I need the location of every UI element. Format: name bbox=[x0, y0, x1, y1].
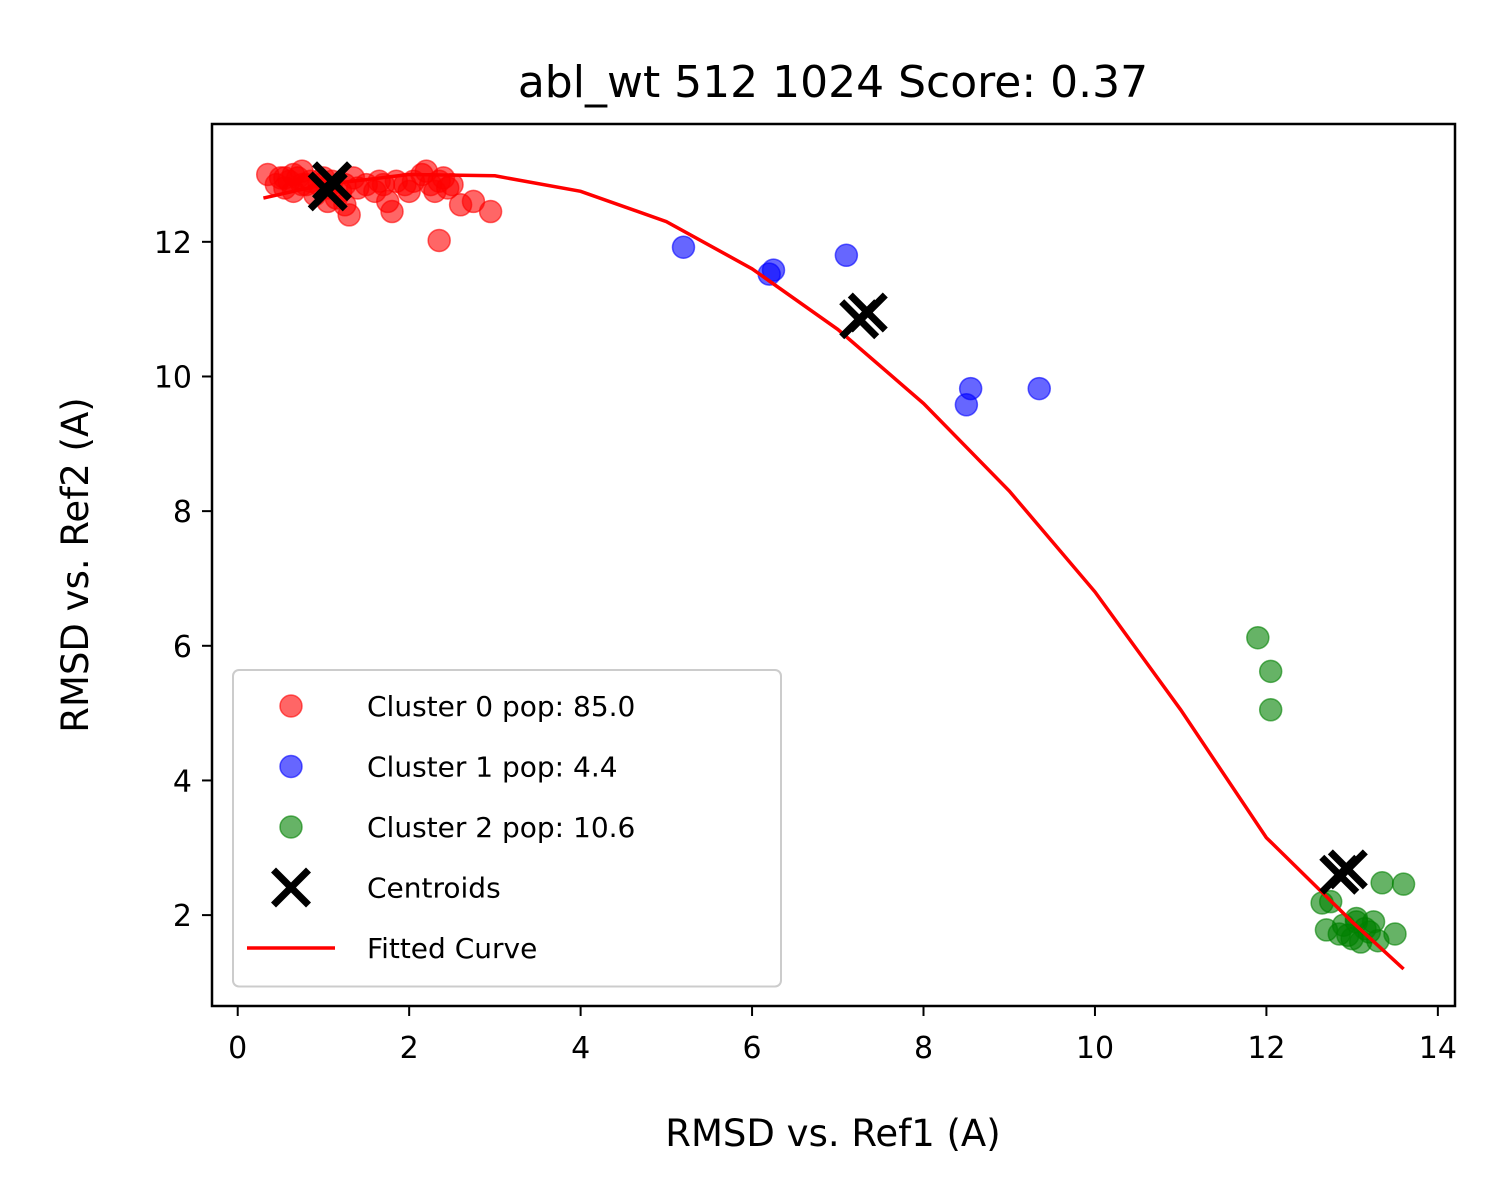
legend-label: Centroids bbox=[367, 872, 501, 905]
x-tick-label: 10 bbox=[1076, 1031, 1114, 1066]
data-point bbox=[1383, 922, 1407, 946]
y-tick-label: 8 bbox=[173, 495, 192, 530]
legend-marker bbox=[271, 867, 311, 908]
x-axis-label: RMSD vs. Ref1 (A) bbox=[665, 1112, 1000, 1155]
legend: Cluster 0 pop: 85.0 Cluster 1 pop: 4.4 Clu… bbox=[232, 669, 782, 988]
x-tick-label: 6 bbox=[743, 1031, 762, 1066]
y-tick-label: 2 bbox=[173, 899, 192, 934]
x-tick-label: 4 bbox=[571, 1031, 590, 1066]
fitted-curve-line bbox=[263, 172, 1405, 971]
legend-marker bbox=[279, 694, 303, 718]
data-point bbox=[1344, 906, 1369, 931]
data-point bbox=[1246, 625, 1270, 650]
centroid-marker bbox=[1327, 849, 1368, 890]
data-point bbox=[834, 243, 859, 268]
x-tick-label: 14 bbox=[1419, 1031, 1457, 1066]
centroid-marker bbox=[312, 161, 353, 202]
data-point bbox=[461, 189, 486, 214]
y-tick-label: 6 bbox=[173, 630, 192, 665]
data-point bbox=[958, 376, 983, 401]
data-point bbox=[478, 199, 503, 224]
y-tick-label: 4 bbox=[173, 764, 192, 799]
legend-marker bbox=[279, 815, 303, 839]
data-point bbox=[1391, 872, 1416, 896]
data-point bbox=[281, 162, 306, 187]
data-point bbox=[761, 258, 786, 282]
x-tick-label: 12 bbox=[1247, 1031, 1285, 1066]
legend-marker bbox=[279, 754, 303, 779]
data-point bbox=[1258, 659, 1283, 684]
y-tick-label: 12 bbox=[154, 226, 192, 261]
data-point bbox=[427, 228, 451, 253]
plot-frame bbox=[210, 122, 1457, 1008]
y-axis: 2 4 6 8 10 12 bbox=[154, 226, 212, 934]
data-point bbox=[1258, 698, 1283, 722]
y-axis-label: RMSD vs. Ref2 (A) bbox=[54, 397, 97, 732]
legend-label: Cluster 0 pop: 85.0 bbox=[367, 690, 635, 723]
data-point bbox=[380, 199, 404, 224]
centroid-marker bbox=[847, 292, 888, 333]
x-tick-label: 8 bbox=[914, 1031, 933, 1066]
legend-label: Fitted Curve bbox=[367, 932, 537, 965]
legend-label: Cluster 2 pop: 10.6 bbox=[367, 811, 635, 844]
data-point bbox=[1370, 871, 1394, 895]
data-point bbox=[671, 235, 696, 259]
chart-title: abl_wt 512 1024 Score: 0.37 bbox=[518, 57, 1148, 108]
x-axis: 0 2 4 6 8 10 12 14 bbox=[228, 1006, 1457, 1066]
y-tick-label: 10 bbox=[154, 360, 192, 395]
x-tick-label: 0 bbox=[228, 1031, 247, 1066]
plot-area bbox=[255, 159, 1416, 971]
x-tick-label: 2 bbox=[400, 1031, 419, 1066]
data-point bbox=[1027, 376, 1051, 401]
legend-label: Cluster 1 pop: 4.4 bbox=[367, 751, 618, 784]
centroid-marker bbox=[307, 171, 348, 212]
legend-box bbox=[232, 669, 782, 988]
